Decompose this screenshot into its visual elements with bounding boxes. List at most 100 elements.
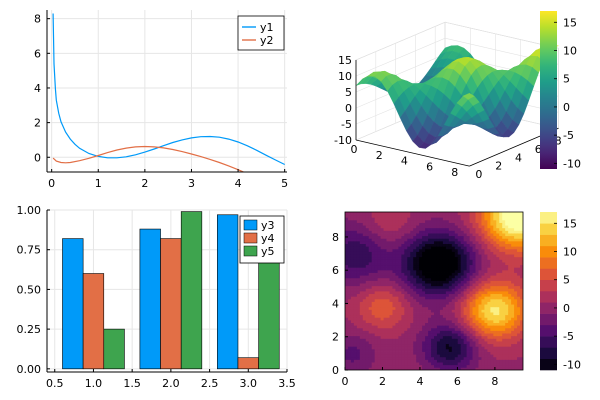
contour-cell xyxy=(395,238,399,242)
contour-cell xyxy=(428,251,432,255)
contour-cell xyxy=(386,343,390,347)
contour-cell xyxy=(404,230,408,234)
contour-cell xyxy=(514,230,518,234)
contour-cell xyxy=(347,243,352,247)
contour-cell xyxy=(451,362,456,366)
contour-cell xyxy=(469,359,473,363)
contour-cell xyxy=(439,335,444,339)
contour-cell xyxy=(445,240,450,244)
contour-cell xyxy=(499,351,503,355)
contour-cell xyxy=(434,235,438,239)
contour-cell xyxy=(413,217,417,221)
contour-cell xyxy=(395,291,399,295)
contour-cell xyxy=(508,338,512,342)
contour-cell xyxy=(392,251,396,255)
contour-cell xyxy=(419,343,423,347)
contour-cell xyxy=(487,212,491,216)
contour-cell xyxy=(347,364,352,368)
contour-cell xyxy=(436,269,441,273)
contour-cell xyxy=(434,267,438,271)
contour-cell xyxy=(490,238,494,242)
contour-cell xyxy=(493,325,497,329)
contour-cell xyxy=(478,319,482,323)
contour-cell xyxy=(416,348,420,352)
contour-cell xyxy=(345,225,349,229)
contour-cell xyxy=(392,262,396,266)
contour-cell xyxy=(362,343,367,347)
contour-cell xyxy=(425,280,429,284)
contour-cell xyxy=(345,367,349,370)
contour-cell xyxy=(493,214,497,218)
contour-cell xyxy=(380,296,384,300)
contour-cell xyxy=(490,283,494,287)
contour-cell xyxy=(425,354,429,358)
contour-cell xyxy=(487,225,491,229)
contour-cell xyxy=(463,288,468,292)
contour-cell xyxy=(505,288,509,292)
contour-cell xyxy=(389,309,393,313)
bar-y4-1 xyxy=(82,273,105,370)
contour-cell xyxy=(505,283,509,287)
contour-cell xyxy=(502,288,506,292)
contour-cell xyxy=(401,364,405,368)
contour-cell xyxy=(365,233,370,237)
contour-cell xyxy=(401,296,405,300)
contour-cell xyxy=(377,264,381,268)
contour-cell xyxy=(505,293,509,297)
contour-cell xyxy=(365,298,370,302)
contour-cell xyxy=(353,322,358,326)
contour-cell xyxy=(499,314,503,318)
contour-cell xyxy=(505,225,509,229)
contour-cell xyxy=(487,333,491,337)
contour-cell xyxy=(466,356,470,360)
contour-cell xyxy=(362,269,367,273)
contour-cell xyxy=(398,338,402,342)
contour-cell xyxy=(416,238,420,242)
bar-y3-3 xyxy=(217,214,239,370)
contour-cell xyxy=(392,217,396,221)
contour-cell xyxy=(377,346,381,350)
contour-cell xyxy=(493,251,497,255)
contour-cell xyxy=(356,267,361,271)
contour-cell xyxy=(472,264,476,268)
contour-cell xyxy=(490,240,494,244)
contour-cell xyxy=(448,356,453,360)
contour-cell xyxy=(401,233,405,237)
contour-cell xyxy=(371,217,376,221)
contour-cell xyxy=(445,233,450,237)
contour-cell xyxy=(401,275,405,279)
contour-cell xyxy=(484,227,488,231)
contour-cell xyxy=(451,346,456,350)
contour-cell xyxy=(511,362,515,366)
contour-cell xyxy=(466,338,470,342)
contour-cell xyxy=(472,301,476,305)
contour-cell xyxy=(442,230,447,234)
contour-cell xyxy=(347,346,352,350)
contour-cell xyxy=(484,272,488,276)
contour-cell xyxy=(466,227,470,231)
contour-cell xyxy=(434,238,438,242)
contour-cell xyxy=(365,335,370,339)
contour-cell xyxy=(359,325,364,329)
contour-cell xyxy=(374,291,379,295)
contour-cell xyxy=(345,240,349,244)
contour-cell xyxy=(398,333,402,337)
contour-cell xyxy=(436,254,441,258)
contour-cell xyxy=(481,238,485,242)
contour-cell xyxy=(514,259,518,263)
contour-cell xyxy=(463,238,468,242)
contour-cell xyxy=(478,314,482,318)
contour-cell xyxy=(428,225,432,229)
contour-cell xyxy=(404,330,408,334)
contour-cell xyxy=(365,351,370,355)
contour-cell xyxy=(392,233,396,237)
contour-cell xyxy=(454,301,459,305)
contour-cell xyxy=(401,293,405,297)
contour-cell xyxy=(345,341,349,345)
contour-cell xyxy=(431,230,435,234)
contour-cell xyxy=(389,243,393,247)
contour-cell xyxy=(460,348,465,352)
contour-cell xyxy=(490,277,494,281)
contour-cell xyxy=(454,283,459,287)
contour-cell xyxy=(445,312,450,316)
